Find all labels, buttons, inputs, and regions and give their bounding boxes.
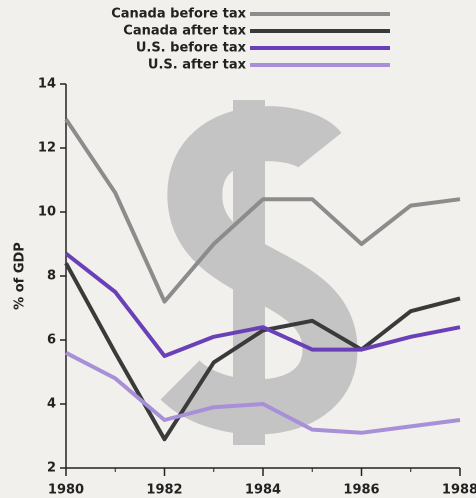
series-line <box>64 262 461 442</box>
legend-label: Canada before tax <box>111 7 246 22</box>
x-tick-label: 1986 <box>343 483 379 498</box>
y-tick-label: 14 <box>38 77 56 92</box>
y-tick-label: 6 <box>47 333 56 348</box>
series-line <box>64 118 461 304</box>
y-tick-label: 8 <box>47 269 56 284</box>
y-tick-label: 4 <box>47 397 56 412</box>
dollar-bar <box>233 100 265 445</box>
series-line <box>64 252 461 358</box>
x-tick-label: 1988 <box>442 483 476 498</box>
series-line <box>65 351 461 435</box>
x-tick-label: 1984 <box>245 483 281 498</box>
x-tick-label: 1982 <box>146 483 182 498</box>
legend-label: U.S. after tax <box>148 58 247 73</box>
legend-label: Canada after tax <box>123 24 246 39</box>
y-tick-label: 12 <box>38 141 56 156</box>
y-tick-label: 2 <box>47 461 56 476</box>
y-tick-label: 10 <box>38 205 56 220</box>
legend-label: U.S. before tax <box>136 41 247 56</box>
y-axis-label: % of GDP <box>13 242 28 310</box>
x-tick-label: 1980 <box>48 483 84 498</box>
